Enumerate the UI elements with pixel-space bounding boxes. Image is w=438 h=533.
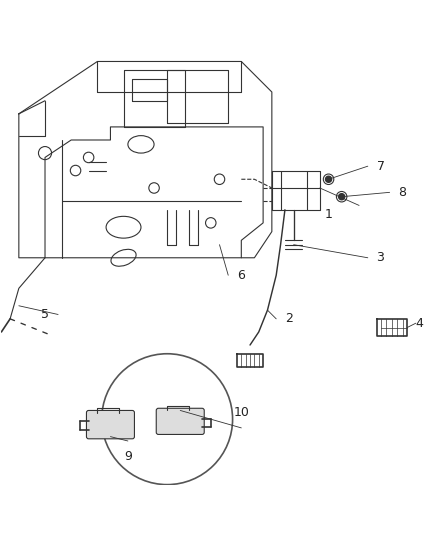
Text: 10: 10 <box>233 406 249 419</box>
Text: 4: 4 <box>415 317 423 330</box>
Text: 9: 9 <box>124 450 131 463</box>
Text: 5: 5 <box>41 308 49 321</box>
Text: 2: 2 <box>284 312 292 325</box>
FancyBboxPatch shape <box>86 410 134 439</box>
Text: 3: 3 <box>376 251 384 264</box>
Text: 7: 7 <box>376 160 384 173</box>
FancyBboxPatch shape <box>156 408 204 434</box>
Text: 1: 1 <box>323 208 331 221</box>
Circle shape <box>325 176 331 182</box>
Circle shape <box>338 193 344 200</box>
Text: 6: 6 <box>237 269 244 282</box>
Text: 8: 8 <box>397 186 406 199</box>
